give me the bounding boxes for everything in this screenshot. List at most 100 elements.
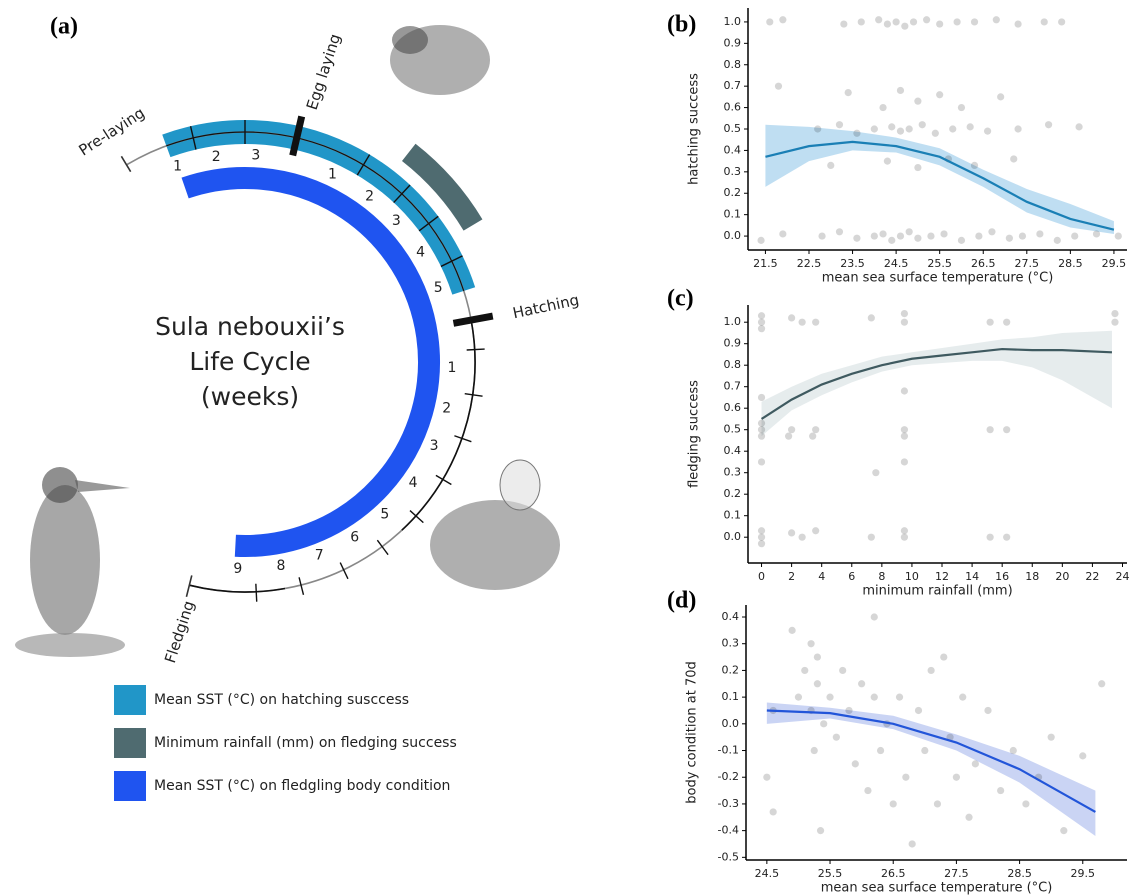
data-point	[853, 234, 861, 242]
x-tick-label: 24.5	[884, 257, 909, 270]
data-point	[757, 458, 766, 466]
data-point	[788, 314, 796, 322]
week-label: 3	[430, 438, 439, 454]
data-point	[757, 426, 766, 434]
data-point	[888, 123, 896, 131]
data-point	[1044, 121, 1053, 129]
y-tick-label: 0.4	[724, 143, 742, 156]
data-point	[900, 458, 909, 466]
data-point	[914, 234, 922, 242]
data-point	[986, 426, 994, 434]
data-point	[900, 387, 909, 395]
week-tick	[454, 435, 472, 443]
data-point	[845, 706, 853, 715]
cycle-line	[166, 131, 465, 292]
data-point	[975, 232, 983, 240]
data-point	[853, 129, 861, 137]
data-point	[870, 693, 878, 701]
x-tick-label: 28.5	[1007, 867, 1032, 880]
data-point	[1003, 426, 1011, 434]
week-label: 4	[409, 475, 418, 491]
data-point	[840, 20, 848, 28]
stage-label: Egg laying	[303, 32, 344, 112]
x-tick-label: 23.5	[840, 257, 865, 270]
week-label: 7	[315, 547, 324, 563]
data-point	[888, 236, 896, 244]
data-point	[788, 626, 796, 634]
legend-label: Minimum rainfall (mm) on fledging succes…	[154, 735, 457, 751]
x-tick-label: 2	[788, 570, 795, 583]
data-point	[798, 318, 806, 326]
fit-line	[760, 347, 1113, 420]
data-point	[883, 20, 892, 28]
data-point	[953, 18, 961, 26]
data-point	[812, 527, 820, 535]
y-tick-label: 1.0	[724, 315, 742, 328]
x-tick-label: 27.5	[944, 867, 969, 880]
y-tick-label: 0.1	[724, 509, 742, 522]
week-tick	[466, 348, 485, 351]
week-tick	[464, 392, 483, 397]
week-tick	[440, 255, 463, 268]
legend-swatch	[114, 685, 146, 715]
legend-swatch	[114, 771, 146, 801]
data-point	[914, 163, 922, 172]
week-tick	[356, 154, 371, 176]
y-tick-label: 0.0	[724, 530, 742, 543]
data-point	[1053, 236, 1061, 244]
cycle-line	[189, 584, 286, 593]
y-tick-label: 0.7	[724, 380, 742, 393]
data-point	[909, 18, 918, 26]
data-point	[785, 432, 793, 440]
data-point	[757, 540, 766, 548]
data-point	[959, 693, 967, 701]
data-point	[801, 666, 809, 675]
data-point	[835, 121, 844, 129]
stage-label: Pre-laying	[76, 104, 148, 160]
week-label: 1	[328, 166, 337, 182]
data-point	[986, 533, 994, 541]
data-point	[896, 86, 905, 95]
panel-label: (b)	[667, 12, 696, 38]
week-label: 8	[276, 558, 285, 574]
data-point	[966, 123, 974, 131]
x-tick-label: 20	[1055, 570, 1069, 583]
y-tick-label: 1.0	[724, 15, 742, 28]
data-point	[757, 432, 766, 440]
data-point	[757, 393, 766, 402]
y-tick-label: 0.2	[724, 186, 742, 199]
y-axis-title: body condition at 70d	[685, 661, 700, 804]
y-tick-label: 0.5	[724, 423, 742, 436]
data-point	[900, 527, 909, 535]
data-point	[807, 640, 815, 648]
week-tick	[189, 126, 197, 150]
data-point	[900, 432, 909, 440]
data-point	[905, 125, 913, 133]
data-point	[864, 786, 872, 795]
y-tick-label: 0.9	[724, 337, 742, 350]
bird-illustration	[15, 467, 130, 657]
confidence-band	[761, 330, 1112, 437]
data-point	[896, 232, 905, 240]
data-point	[826, 693, 834, 701]
data-point	[914, 97, 922, 105]
data-point	[1022, 800, 1030, 808]
data-point	[870, 125, 878, 133]
data-point	[936, 91, 944, 99]
data-point	[923, 16, 931, 24]
x-tick-label: 26.5	[881, 867, 906, 880]
x-axis-title: minimum rainfall (mm)	[862, 584, 1012, 599]
data-point	[812, 318, 820, 326]
data-point	[820, 720, 828, 728]
bird-illustration	[390, 25, 490, 95]
y-tick-label: 0.3	[722, 637, 740, 650]
stage-label: Hatching	[511, 291, 581, 323]
data-point	[810, 746, 818, 755]
data-point	[1058, 18, 1066, 26]
x-tick-label: 24.5	[755, 867, 780, 880]
x-tick-label: 22.5	[797, 257, 822, 270]
x-tick-label: 14	[965, 570, 979, 583]
y-tick-label: 0.6	[724, 401, 742, 414]
y-tick-label: 0.8	[724, 58, 742, 71]
x-tick-label: 27.5	[1015, 257, 1040, 270]
